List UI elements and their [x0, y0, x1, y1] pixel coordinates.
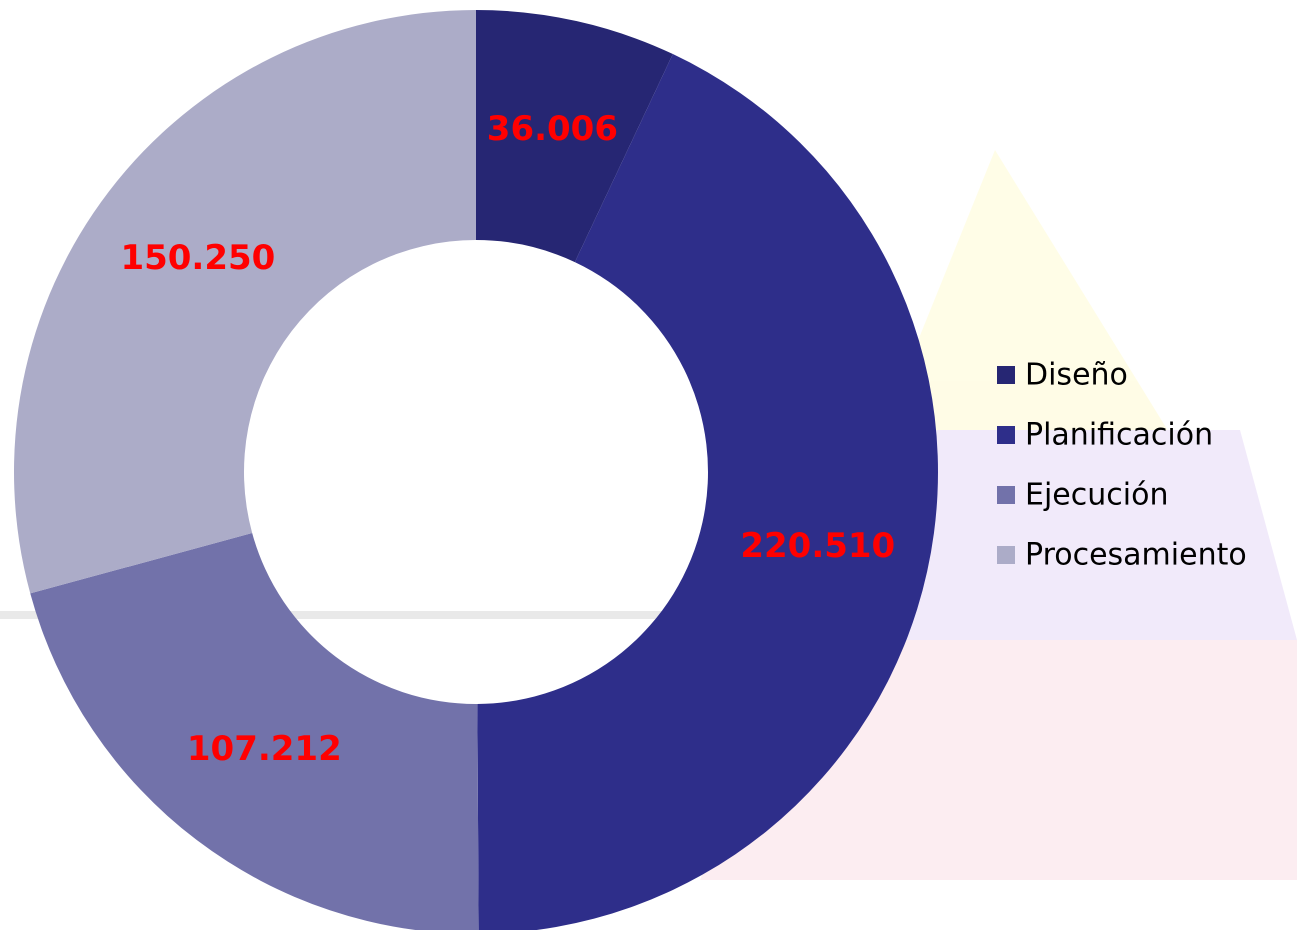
value-label: 107.212	[187, 729, 342, 769]
value-label: 150.250	[120, 238, 275, 278]
legend-label: Diseño	[1025, 358, 1128, 393]
value-label: 220.510	[740, 526, 895, 566]
legend-swatch	[997, 366, 1015, 384]
legend-swatch	[997, 486, 1015, 504]
legend-swatch	[997, 426, 1015, 444]
value-label: 36.006	[487, 109, 618, 149]
donut-slice	[14, 10, 476, 593]
legend-label: Procesamiento	[1025, 538, 1247, 573]
legend-label: Planificación	[1025, 418, 1213, 453]
donut	[14, 10, 938, 930]
legend-swatch	[997, 546, 1015, 564]
chart: 36.006 220.510 107.212 150.250 Diseño Planif…	[0, 0, 1297, 930]
legend-label: Ejecución	[1025, 478, 1168, 513]
